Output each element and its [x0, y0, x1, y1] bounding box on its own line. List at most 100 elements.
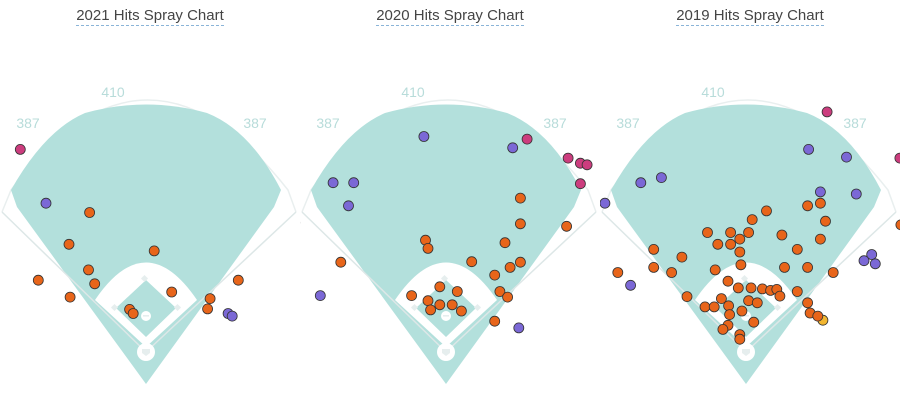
hit-marker-single	[648, 243, 660, 255]
hit-marker-single	[63, 238, 75, 250]
hit-marker-single	[746, 214, 758, 226]
hit-marker-single	[148, 245, 160, 257]
distance-label-left: 387	[616, 115, 640, 131]
hit-marker-single	[648, 261, 660, 273]
hit-marker-single	[724, 309, 736, 321]
hit-marker-double	[314, 290, 326, 302]
hit-marker-single	[699, 301, 711, 313]
spray-chart-2019: 387 410 387 2019 Hits Spray Chart	[600, 0, 900, 400]
hit-marker-double	[343, 200, 354, 212]
first-base	[773, 303, 782, 312]
hit-marker-single	[776, 229, 788, 241]
hit-marker-home-run	[521, 133, 533, 145]
hit-marker-single	[725, 238, 737, 250]
hit-marker-single	[736, 305, 748, 317]
right-foul-line	[445, 211, 597, 353]
hit-marker-double	[600, 197, 611, 209]
left-foul-line	[301, 211, 447, 353]
hit-marker-single	[709, 264, 721, 276]
hit-marker-single	[422, 242, 434, 254]
first-base	[473, 303, 482, 312]
hit-marker-double	[858, 255, 870, 267]
outfield-grass	[311, 104, 581, 384]
hit-marker-single	[745, 282, 757, 294]
hit-marker-double	[850, 188, 862, 200]
hit-marker-single	[666, 267, 677, 278]
hit-marker-single	[425, 304, 437, 316]
hit-marker-single	[712, 238, 724, 250]
hit-marker-single	[204, 293, 216, 305]
hit-marker-single	[812, 310, 824, 322]
hit-marker-home-run	[894, 152, 900, 164]
hit-marker-single	[734, 233, 746, 245]
hit-marker-single	[32, 274, 44, 286]
field-diagram: 387 410 387	[300, 84, 597, 384]
hit-marker-double	[507, 142, 519, 154]
hit-marker-single	[514, 192, 526, 204]
hit-marker-single	[716, 293, 727, 305]
hit-marker-single	[335, 256, 347, 268]
infield-grass	[116, 280, 176, 337]
hit-marker-double	[40, 197, 52, 209]
hit-marker-single	[779, 261, 790, 273]
home-plate	[142, 349, 150, 356]
second-base	[440, 274, 449, 283]
home-plate	[742, 349, 750, 356]
hit-marker-double	[814, 186, 826, 198]
hit-marker-single	[722, 275, 734, 287]
hit-marker-single	[434, 299, 446, 311]
hit-marker-home-run	[574, 178, 586, 190]
hit-marker-single	[774, 290, 786, 302]
hit-marker-single	[676, 251, 688, 263]
hit-marker-single	[735, 259, 747, 271]
distance-label-center: 410	[401, 84, 425, 100]
hit-marker-single	[466, 256, 478, 268]
distance-label-left: 387	[16, 115, 40, 131]
hit-marker-single	[502, 291, 514, 303]
outfield-grass	[611, 104, 881, 384]
hit-marker-single	[725, 227, 737, 238]
home-plate	[442, 349, 450, 356]
outfield-grass	[11, 104, 281, 384]
chart-title-text: 2021 Hits Spray Chart	[76, 7, 224, 26]
hit-marker-home-run	[581, 159, 593, 171]
chart-title-text: 2020 Hits Spray Chart	[376, 7, 524, 26]
hit-marker-single	[166, 286, 178, 298]
hit-marker-single	[489, 315, 501, 327]
hit-marker-home-run	[562, 152, 574, 164]
hit-marker-single	[202, 303, 214, 315]
hit-marker-double	[841, 151, 852, 163]
hit-marker-double	[869, 258, 881, 270]
distance-label-center: 410	[101, 84, 125, 100]
third-base	[110, 303, 119, 312]
hit-marker-single	[504, 261, 516, 273]
distance-label-right: 387	[243, 115, 267, 131]
hit-marker-single	[232, 274, 244, 286]
chart-title-text: 2019 Hits Spray Chart	[676, 7, 824, 26]
hit-marker-single	[499, 237, 511, 249]
field-diagram: 387 410 387	[1, 84, 297, 384]
pitchers-rubber	[443, 315, 449, 317]
distance-label-left: 387	[316, 115, 340, 131]
hit-marker-single	[406, 290, 417, 302]
hit-marker-home-run	[821, 106, 833, 118]
hit-marker-single	[446, 299, 458, 311]
hit-marker-single	[455, 305, 467, 317]
hit-marker-double	[418, 131, 430, 142]
third-base	[410, 303, 419, 312]
hit-marker-single	[422, 295, 434, 307]
distance-label-right: 387	[543, 115, 567, 131]
hit-marker-single	[820, 215, 831, 227]
hit-marker-single	[708, 301, 720, 313]
hit-marker-single	[89, 278, 101, 290]
spray-chart-2021: 387 410 387 2021 Hits Spray Chart	[0, 0, 300, 400]
pitchers-rubber	[143, 315, 149, 317]
hit-marker-double	[625, 279, 637, 291]
distance-label-right: 387	[843, 115, 867, 131]
hit-marker-single	[827, 267, 839, 278]
first-base	[173, 303, 182, 312]
hit-marker-single	[514, 256, 526, 268]
hit-marker-double	[656, 172, 667, 184]
hit-marker-single	[702, 227, 713, 238]
hit-marker-single	[761, 205, 772, 217]
